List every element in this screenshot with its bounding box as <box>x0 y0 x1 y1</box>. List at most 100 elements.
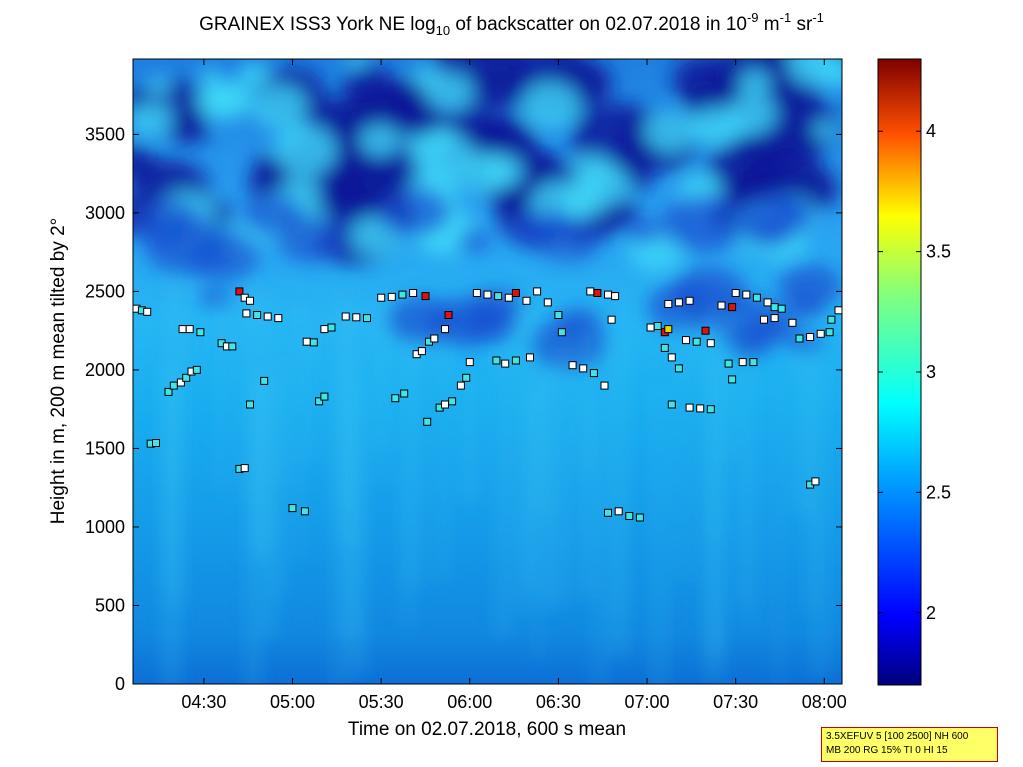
marker-80 <box>611 292 620 301</box>
marker-62 <box>504 293 513 302</box>
x-tick-label-7: 08:00 <box>802 692 847 712</box>
marker-40 <box>387 292 396 301</box>
marker-12 <box>185 325 194 334</box>
x-tick-label-0: 04:30 <box>181 692 226 712</box>
marker-112 <box>728 375 737 384</box>
marker-30 <box>302 337 311 346</box>
marker-47 <box>417 347 426 356</box>
marker-124 <box>834 306 843 315</box>
marker-92 <box>685 296 694 305</box>
marker-10 <box>192 365 201 374</box>
marker-11 <box>178 325 187 334</box>
marker-41 <box>398 290 407 299</box>
marker-122 <box>825 328 834 337</box>
marker-58 <box>465 358 474 367</box>
marker-117 <box>777 304 786 313</box>
marker-39 <box>377 293 386 302</box>
marker-45 <box>400 389 409 398</box>
cb-tick-label-4: 4 <box>926 121 936 141</box>
x-axis-label: Time on 02.07.2018, 600 s mean <box>348 719 626 740</box>
marker-103 <box>706 405 715 414</box>
y-tick-label-3: 1500 <box>85 438 125 458</box>
y-tick-label-6: 3000 <box>85 203 125 223</box>
chart-title: GRAINEX ISS3 York NE log10 of backscatte… <box>199 10 824 38</box>
marker-56 <box>456 381 465 390</box>
y-axis-label: Height in m, 200 m mean tilted by 2° <box>48 218 69 524</box>
marker-35 <box>327 323 336 332</box>
marker-43 <box>421 292 430 301</box>
x-tick-label-6: 07:30 <box>713 692 758 712</box>
info-line-1: 3.5XEFUV 5 [100 2500] NH 600 <box>826 731 969 742</box>
marker-59 <box>472 289 481 297</box>
marker-60 <box>483 290 492 299</box>
marker-81 <box>607 315 616 324</box>
marker-67 <box>511 356 520 365</box>
marker-78 <box>593 289 602 297</box>
marker-23 <box>274 314 283 323</box>
x-tick-label-3: 06:00 <box>447 692 492 712</box>
marker-34 <box>320 325 329 334</box>
marker-19 <box>246 296 254 305</box>
marker-74 <box>579 364 588 373</box>
marker-94 <box>667 353 676 362</box>
marker-82 <box>604 508 612 517</box>
y-tick-label-2: 1000 <box>85 517 125 537</box>
marker-70 <box>543 298 552 307</box>
marker-42 <box>409 289 418 297</box>
marker-107 <box>742 290 751 299</box>
marker-4 <box>152 439 160 447</box>
marker-126 <box>811 477 820 486</box>
marker-33 <box>320 392 329 401</box>
marker-109 <box>763 298 772 307</box>
marker-105 <box>728 303 737 312</box>
x-tick-label-2: 05:30 <box>359 692 404 712</box>
marker-123 <box>827 315 836 324</box>
marker-64 <box>522 296 531 305</box>
marker-2 <box>143 307 152 316</box>
marker-72 <box>557 328 566 337</box>
cb-tick-label-1: 2.5 <box>926 482 951 502</box>
marker-116 <box>770 314 779 323</box>
marker-91 <box>674 298 683 307</box>
marker-121 <box>816 329 825 338</box>
x-axis: 04:30 05:00 05:30 06:00 06:30 07:00 07:30 08:00 <box>181 59 847 712</box>
marker-98 <box>692 337 701 346</box>
y-tick-label-4: 2000 <box>85 360 125 380</box>
marker-104 <box>717 301 726 310</box>
marker-97 <box>682 336 690 345</box>
marker-44 <box>391 394 400 403</box>
marker-73 <box>568 361 577 370</box>
y-tick-label-0: 0 <box>115 674 125 694</box>
marker-25 <box>240 464 249 473</box>
marker-21 <box>253 311 262 319</box>
y-tick-label-5: 2500 <box>85 281 125 301</box>
marker-16 <box>228 342 237 351</box>
marker-37 <box>352 313 361 322</box>
marker-57 <box>462 373 471 382</box>
marker-65 <box>492 356 501 365</box>
marker-102 <box>696 404 705 413</box>
marker-77 <box>586 287 595 296</box>
marker-5 <box>164 387 173 396</box>
marker-66 <box>501 359 510 368</box>
heatmap-field <box>133 59 842 684</box>
marker-20 <box>242 309 251 318</box>
marker-100 <box>706 339 715 348</box>
marker-22 <box>263 312 272 321</box>
marker-8 <box>182 373 191 382</box>
x-tick-label-4: 06:30 <box>536 692 581 712</box>
marker-50 <box>423 417 432 426</box>
marker-96 <box>667 400 676 409</box>
marker-26 <box>246 400 254 409</box>
cb-tick-label-0: 2 <box>926 603 936 623</box>
marker-76 <box>600 381 609 390</box>
marker-111 <box>724 359 733 368</box>
marker-118 <box>788 318 797 327</box>
colorbar-axis: 2 2.5 3 3.5 4 <box>878 121 951 623</box>
marker-38 <box>363 314 371 323</box>
marker-110 <box>770 303 779 312</box>
marker-89 <box>664 325 673 334</box>
marker-113 <box>738 358 747 367</box>
marker-120 <box>806 333 815 341</box>
